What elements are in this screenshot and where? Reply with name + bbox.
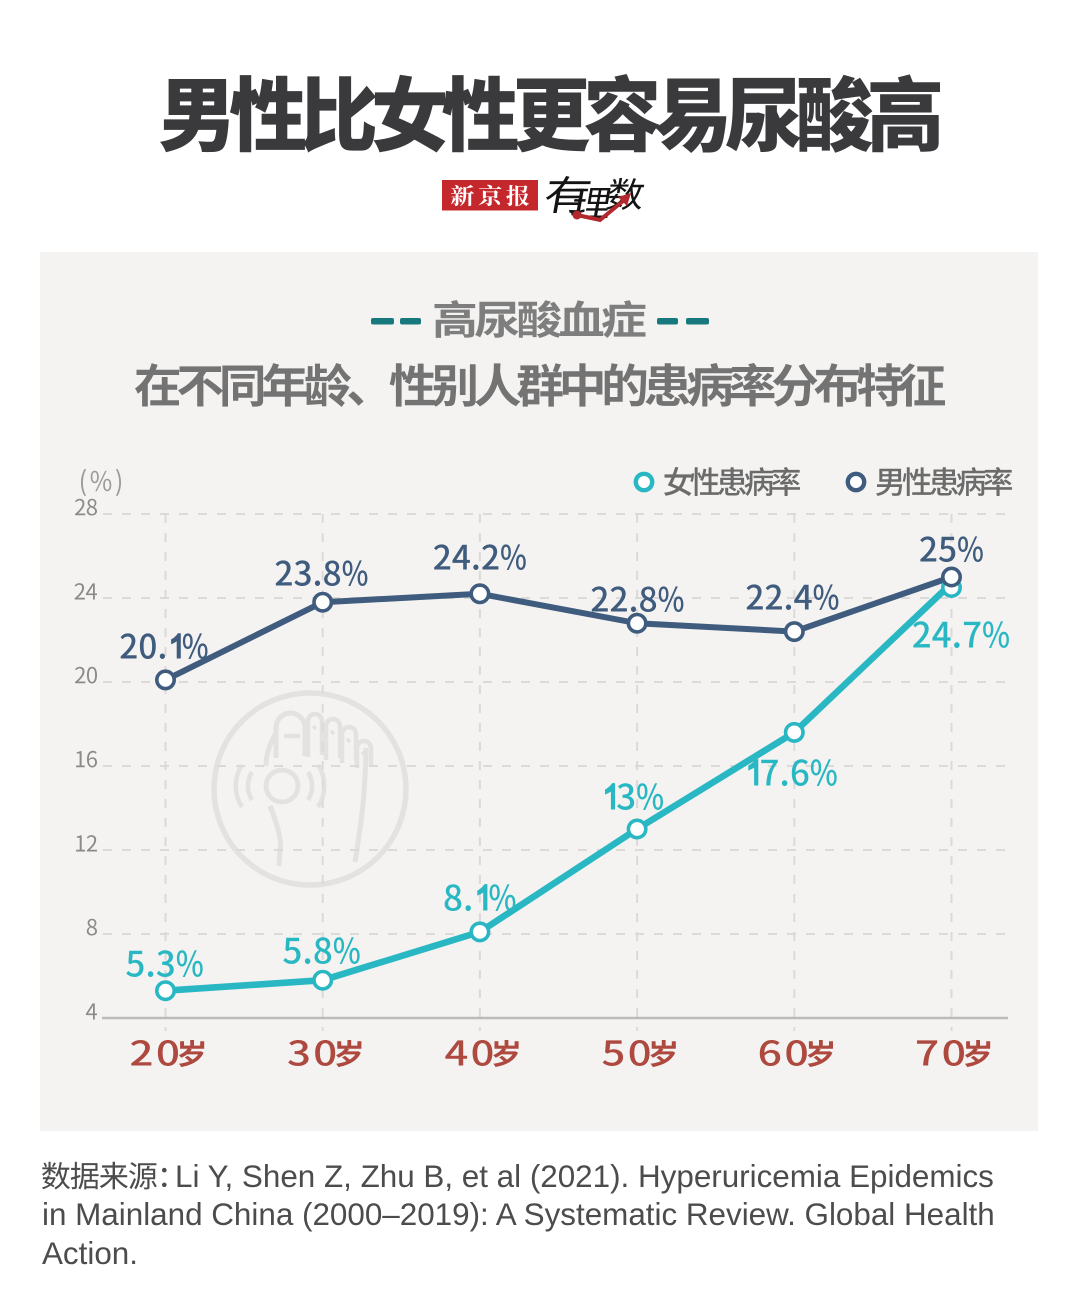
svg-text:Action.: Action. [42,1236,138,1271]
svg-text:Li Y, Shen Z, Zhu B, et al (20: Li Y, Shen Z, Zhu B, et al (2021). Hyper… [175,1159,994,1194]
svg-text:in Mainland China (2000–2019):: in Mainland China (2000–2019): A Systema… [42,1197,995,1232]
